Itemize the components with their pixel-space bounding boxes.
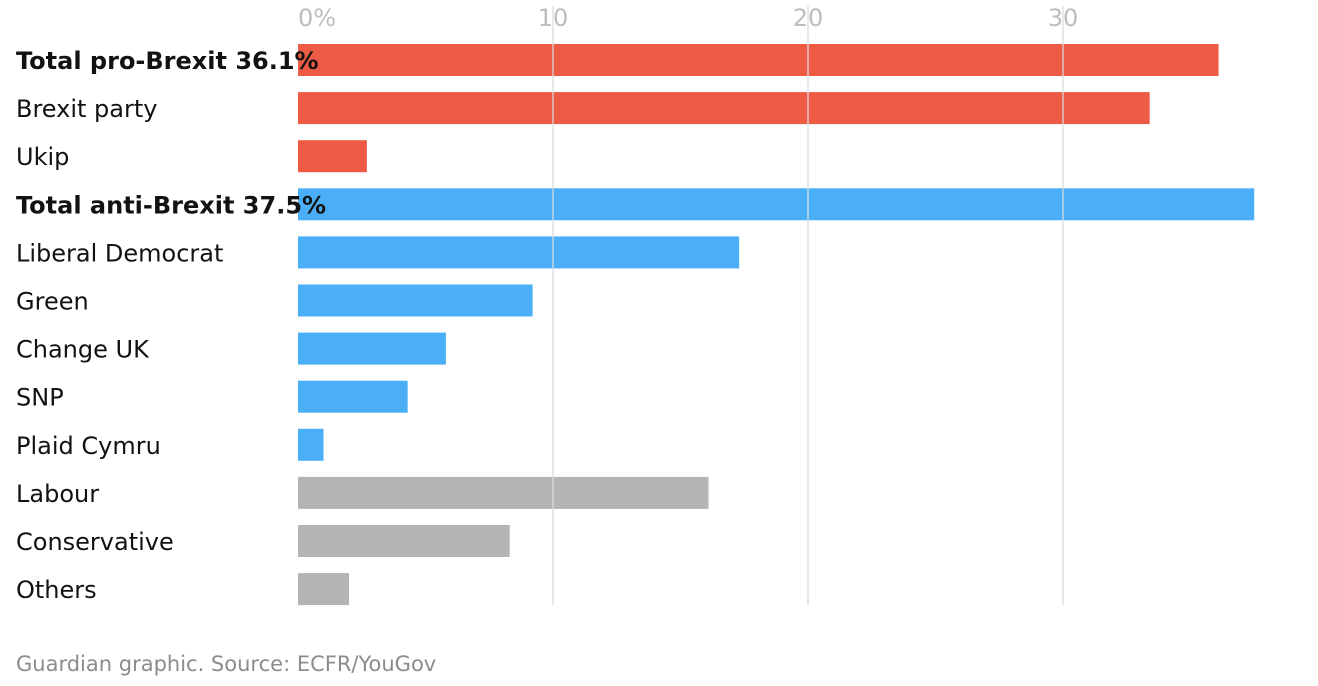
bar xyxy=(298,476,709,509)
category-label: Total pro-Brexit 36.1% xyxy=(16,47,319,75)
category-label: Others xyxy=(16,576,97,604)
category-label: Plaid Cymru xyxy=(16,432,161,460)
category-label: Change UK xyxy=(16,336,150,364)
bar xyxy=(298,380,408,413)
bars xyxy=(298,44,1255,606)
bar xyxy=(298,188,1255,221)
category-label: Ukip xyxy=(16,143,69,171)
x-axis-ticks: 0% 10 20 30 xyxy=(298,4,1078,32)
bar xyxy=(298,525,510,557)
category-label: Liberal Democrat xyxy=(16,239,223,267)
bar xyxy=(298,140,367,173)
category-label: Brexit party xyxy=(16,95,157,123)
category-label: Green xyxy=(16,288,89,316)
gridlines xyxy=(552,6,1064,606)
bar-chart: 0% 10 20 30 Total pro-Brexit 36.1% Brexit pa… xyxy=(16,4,1255,606)
category-label: SNP xyxy=(16,384,64,412)
category-labels: Total pro-Brexit 36.1% Brexit party Ukip To… xyxy=(16,47,326,604)
bar xyxy=(298,44,1219,76)
category-label: Labour xyxy=(16,480,99,508)
bar xyxy=(298,92,1150,125)
bar xyxy=(298,428,324,461)
bar xyxy=(298,236,740,269)
category-label: Total anti-Brexit 37.5% xyxy=(16,191,326,219)
bar xyxy=(298,284,533,317)
source-note: Guardian graphic. Source: ECFR/YouGov xyxy=(16,652,437,676)
bar xyxy=(298,573,349,606)
category-label: Conservative xyxy=(16,528,174,556)
bar xyxy=(298,332,446,365)
x-tick-label: 0% xyxy=(298,4,336,32)
